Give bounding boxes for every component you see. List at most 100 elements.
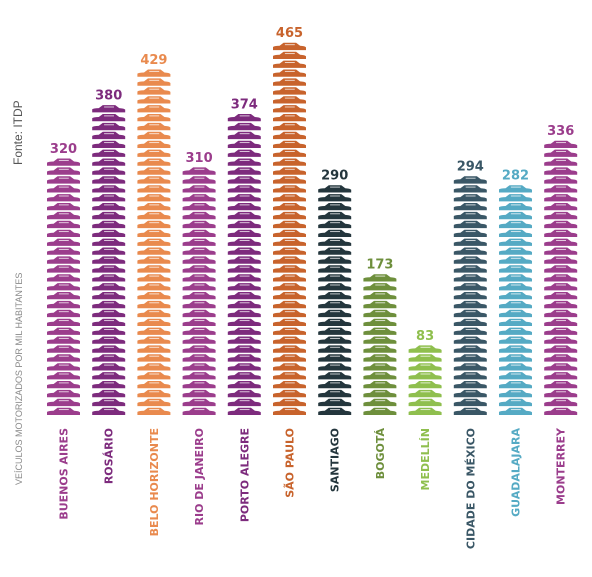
car-icon [92,105,126,113]
car-icon [92,372,126,380]
category-label: SANTIAGO [329,428,342,492]
car-icon [92,274,126,282]
car-icon [227,149,261,157]
car-icon [273,78,306,86]
car-icon [453,318,487,326]
car-icon [453,354,487,362]
car-icon [92,389,126,398]
category-label: BOGOTÁ [374,428,387,480]
car-icon [318,274,352,282]
car-icon [137,211,171,220]
car-icon [544,372,578,380]
car-icon [544,283,578,291]
car-icon [227,398,261,407]
car-icon [363,274,397,282]
car-icon [318,265,352,273]
car-icon [227,372,261,380]
car-icon [273,372,306,380]
car-icon [137,247,171,255]
car-icon [318,229,352,237]
car-icon [227,318,261,326]
car-icon [499,336,532,344]
car-icon [92,140,126,148]
car-icon [47,256,80,264]
car-icon [182,300,216,309]
car-icon [273,96,306,104]
car-icon [453,283,487,291]
car-icon [137,300,171,309]
car-icon [544,354,578,362]
car-icon [47,363,80,371]
car-icon [499,229,532,237]
car-icon [137,122,171,131]
car-icon [182,256,216,264]
car-icon [273,398,306,407]
car-icon [273,42,306,51]
car-icon [182,211,216,220]
category-label: GUADALAJARA [510,428,523,517]
car-icon [92,203,126,211]
car-icon [544,167,578,175]
car-icon [318,354,352,362]
car-icon [544,140,578,148]
car-icon [273,318,306,326]
car-icon [182,381,216,389]
car-icon [273,309,306,318]
car-icon [273,381,306,389]
car-icon [453,292,487,300]
car-icon [273,51,306,59]
car-icon [544,238,578,246]
car-icon [544,381,578,389]
car-icon [137,265,171,273]
car-icon [182,247,216,255]
car-icon [227,407,261,415]
car-icon [273,69,306,77]
car-icon [137,194,171,202]
car-icon [318,318,352,326]
car-icon [273,345,306,353]
car-icon [92,238,126,246]
car-icon [318,247,352,255]
car-icon [273,131,306,140]
car-icon [363,292,397,300]
car-icon [227,229,261,237]
bar-12 [544,140,578,415]
category-label: BUENOS AIRES [58,428,71,520]
car-icon [318,185,352,193]
car-icon [92,318,126,326]
car-icon [544,220,578,229]
car-icon [273,256,306,264]
car-icon [499,345,532,353]
car-icon [544,265,578,273]
car-icon [137,283,171,291]
car-icon [227,336,261,344]
car-icon [47,229,80,237]
car-icon [92,176,126,184]
car-icon [273,247,306,255]
car-icon [453,194,487,202]
car-icon [182,398,216,407]
car-icon [544,345,578,353]
car-icon [318,256,352,264]
car-icon [544,185,578,193]
car-icon [499,372,532,380]
car-icon [47,185,80,193]
car-icon [453,265,487,273]
car-icon [363,336,397,344]
car-icon [137,309,171,318]
car-icon [47,238,80,246]
car-icon [137,407,171,415]
car-icon [453,185,487,193]
car-icon [453,220,487,229]
car-icon [408,345,442,353]
car-icon [92,122,126,131]
car-icon [363,300,397,309]
car-icon [453,398,487,407]
car-icon [47,247,80,255]
car-icon [227,300,261,309]
car-icon [227,140,261,148]
car-icon [227,309,261,318]
value-label: 380 [95,89,122,104]
car-icon [182,176,216,184]
car-icon [182,194,216,202]
